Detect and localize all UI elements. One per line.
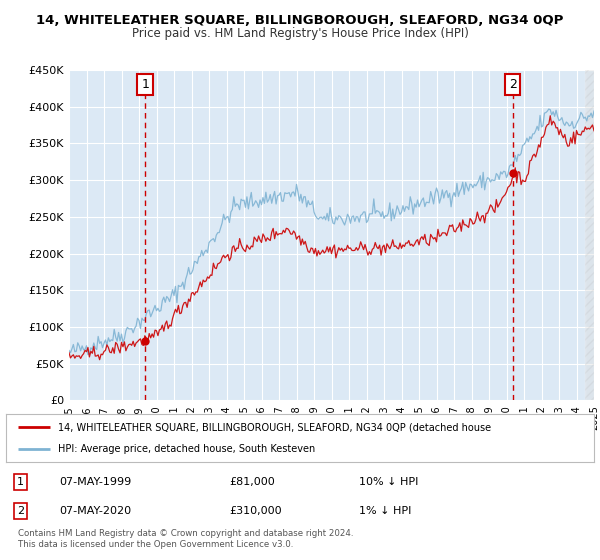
Text: 1% ↓ HPI: 1% ↓ HPI [359,506,411,516]
Text: Price paid vs. HM Land Registry's House Price Index (HPI): Price paid vs. HM Land Registry's House … [131,27,469,40]
Text: 2: 2 [17,506,24,516]
Text: 14, WHITELEATHER SQUARE, BILLINGBOROUGH, SLEAFORD, NG34 0QP: 14, WHITELEATHER SQUARE, BILLINGBOROUGH,… [37,14,563,27]
Text: Contains HM Land Registry data © Crown copyright and database right 2024.
This d: Contains HM Land Registry data © Crown c… [18,529,353,549]
Text: £310,000: £310,000 [229,506,282,516]
Text: 10% ↓ HPI: 10% ↓ HPI [359,477,418,487]
Text: 07-MAY-1999: 07-MAY-1999 [59,477,131,487]
Bar [585,70,594,400]
Text: 07-MAY-2020: 07-MAY-2020 [59,506,131,516]
Text: 2: 2 [509,78,517,91]
Text: 14, WHITELEATHER SQUARE, BILLINGBOROUGH, SLEAFORD, NG34 0QP (detached house: 14, WHITELEATHER SQUARE, BILLINGBOROUGH,… [58,422,491,432]
Text: HPI: Average price, detached house, South Kesteven: HPI: Average price, detached house, Sout… [58,444,315,454]
Text: 1: 1 [141,78,149,91]
Text: 1: 1 [17,477,24,487]
Text: £81,000: £81,000 [229,477,275,487]
Bar [585,70,594,400]
